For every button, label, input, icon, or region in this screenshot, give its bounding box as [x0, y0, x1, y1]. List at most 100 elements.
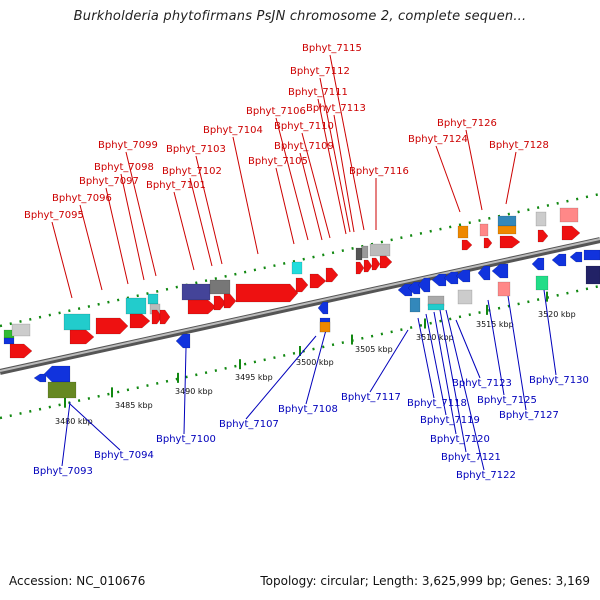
gene-feature-box[interactable]	[427, 303, 445, 311]
reverse-gene-label[interactable]: Bphyt_7119	[420, 415, 480, 426]
gene-feature-box[interactable]	[355, 247, 363, 261]
gene-feature-box[interactable]	[361, 245, 369, 259]
forward-gene-label[interactable]: Bphyt_7104	[203, 125, 263, 136]
reverse-gene-label[interactable]: Bphyt_7120	[430, 434, 490, 445]
reverse-gene-label[interactable]: Bphyt_7107	[219, 419, 279, 430]
reverse-gene-label[interactable]: Bphyt_7122	[456, 470, 516, 481]
reverse-gene-arrow[interactable]	[431, 273, 447, 287]
reverse-gene-arrow[interactable]	[531, 257, 545, 271]
reverse-gene-arrow[interactable]	[551, 253, 567, 267]
gene-feature-box[interactable]	[497, 215, 517, 227]
gene-feature-box[interactable]	[497, 281, 511, 297]
reverse-gene-label[interactable]: Bphyt_7094	[94, 450, 154, 461]
gene-feature-box[interactable]	[409, 297, 421, 313]
gene-feature-box[interactable]	[559, 207, 579, 223]
reverse-gene-label[interactable]: Bphyt_7117	[341, 392, 401, 403]
reverse-gene-arrow[interactable]	[33, 373, 47, 383]
forward-gene-arrow[interactable]	[371, 257, 381, 271]
forward-gene-arrow[interactable]	[483, 237, 493, 249]
reverse-gene-arrow[interactable]	[397, 283, 413, 297]
gene-feature-box[interactable]	[535, 211, 547, 227]
forward-gene-arrow[interactable]	[9, 343, 33, 359]
forward-gene-label[interactable]: Bphyt_7096	[52, 193, 112, 204]
forward-gene-arrow[interactable]	[379, 255, 393, 269]
forward-gene-label[interactable]: Bphyt_7103	[166, 144, 226, 155]
gene-feature-box[interactable]	[369, 243, 391, 257]
forward-gene-arrow[interactable]	[499, 235, 521, 249]
gene-feature-box[interactable]	[479, 223, 489, 237]
gene-feature-box[interactable]	[457, 225, 469, 239]
forward-gene-label[interactable]: Bphyt_7113	[306, 103, 366, 114]
forward-gene-arrow[interactable]	[537, 229, 549, 243]
gene-feature-box[interactable]	[63, 313, 91, 331]
gene-feature-box[interactable]	[11, 323, 31, 337]
forward-gene-arrow[interactable]	[187, 299, 217, 315]
gene-feature-box[interactable]	[291, 261, 303, 275]
forward-gene-label[interactable]: Bphyt_7111	[288, 87, 348, 98]
gene-feature-box[interactable]	[457, 289, 473, 305]
forward-gene-label[interactable]: Bphyt_7099	[98, 140, 158, 151]
forward-gene-arrow[interactable]	[309, 273, 327, 289]
forward-gene-label[interactable]: Bphyt_7101	[146, 180, 206, 191]
forward-gene-arrow[interactable]	[325, 267, 339, 283]
reverse-gene-arrow[interactable]	[43, 365, 71, 383]
forward-gene-arrow[interactable]	[159, 309, 171, 325]
gene-feature-box[interactable]	[3, 337, 15, 345]
forward-gene-label[interactable]: Bphyt_7097	[79, 176, 139, 187]
forward-gene-label[interactable]: Bphyt_7095	[24, 210, 84, 221]
forward-gene-arrow[interactable]	[355, 261, 365, 275]
gene-feature-box[interactable]	[47, 381, 77, 399]
gene-feature-box[interactable]	[497, 225, 517, 235]
reverse-gene-label[interactable]: Bphyt_7093	[33, 466, 93, 477]
forward-gene-arrow[interactable]	[129, 313, 151, 329]
forward-gene-label[interactable]: Bphyt_7098	[94, 162, 154, 173]
reverse-gene-arrow[interactable]	[175, 333, 191, 349]
forward-gene-label[interactable]: Bphyt_7128	[489, 140, 549, 151]
forward-gene-label[interactable]: Bphyt_7106	[246, 106, 306, 117]
forward-gene-label[interactable]: Bphyt_7102	[162, 166, 222, 177]
reverse-gene-label[interactable]: Bphyt_7108	[278, 404, 338, 415]
forward-gene-arrow[interactable]	[95, 317, 129, 335]
reverse-gene-label[interactable]: Bphyt_7127	[499, 410, 559, 421]
gene-feature-box[interactable]	[585, 265, 600, 285]
reverse-gene-arrow[interactable]	[477, 265, 491, 281]
forward-gene-label[interactable]: Bphyt_7105	[248, 156, 308, 167]
forward-gene-label[interactable]: Bphyt_7124	[408, 134, 468, 145]
forward-gene-arrow[interactable]	[213, 295, 227, 311]
gene-feature-box[interactable]	[147, 293, 159, 305]
reverse-gene-label[interactable]: Bphyt_7123	[452, 378, 512, 389]
gene-feature-box[interactable]	[583, 249, 600, 261]
reverse-gene-label[interactable]: Bphyt_7118	[407, 398, 467, 409]
reverse-gene-label[interactable]: Bphyt_7121	[441, 452, 501, 463]
reverse-gene-arrow[interactable]	[317, 301, 329, 315]
forward-gene-arrow[interactable]	[69, 329, 95, 345]
gene-feature-box[interactable]	[181, 283, 211, 301]
forward-gene-arrow[interactable]	[363, 259, 373, 273]
reverse-gene-arrow[interactable]	[407, 281, 421, 295]
forward-gene-label[interactable]: Bphyt_7116	[349, 166, 409, 177]
forward-gene-arrow[interactable]	[223, 293, 237, 309]
forward-gene-label[interactable]: Bphyt_7110	[274, 121, 334, 132]
reverse-gene-arrow[interactable]	[417, 277, 431, 293]
reverse-gene-arrow[interactable]	[455, 269, 471, 283]
reverse-gene-label[interactable]: Bphyt_7125	[477, 395, 537, 406]
forward-gene-label[interactable]: Bphyt_7115	[302, 43, 362, 54]
forward-gene-arrow[interactable]	[295, 277, 309, 293]
reverse-gene-label[interactable]: Bphyt_7130	[529, 375, 589, 386]
reverse-gene-arrow[interactable]	[443, 271, 459, 285]
gene-feature-box[interactable]	[125, 297, 147, 315]
forward-gene-arrow[interactable]	[561, 225, 581, 241]
gene-feature-box[interactable]	[209, 279, 231, 295]
forward-gene-arrow[interactable]	[461, 239, 473, 251]
forward-gene-label[interactable]: Bphyt_7109	[274, 141, 334, 152]
reverse-gene-label[interactable]: Bphyt_7100	[156, 434, 216, 445]
forward-gene-arrow[interactable]	[151, 309, 163, 325]
forward-gene-label[interactable]: Bphyt_7126	[437, 118, 497, 129]
reverse-gene-arrow[interactable]	[569, 251, 583, 263]
gene-feature-box[interactable]	[319, 321, 331, 333]
forward-gene-label[interactable]: Bphyt_7112	[290, 66, 350, 77]
forward-gene-arrow[interactable]	[235, 283, 299, 303]
gene-feature-box[interactable]	[535, 275, 549, 291]
reverse-gene-arrow[interactable]	[491, 263, 509, 279]
